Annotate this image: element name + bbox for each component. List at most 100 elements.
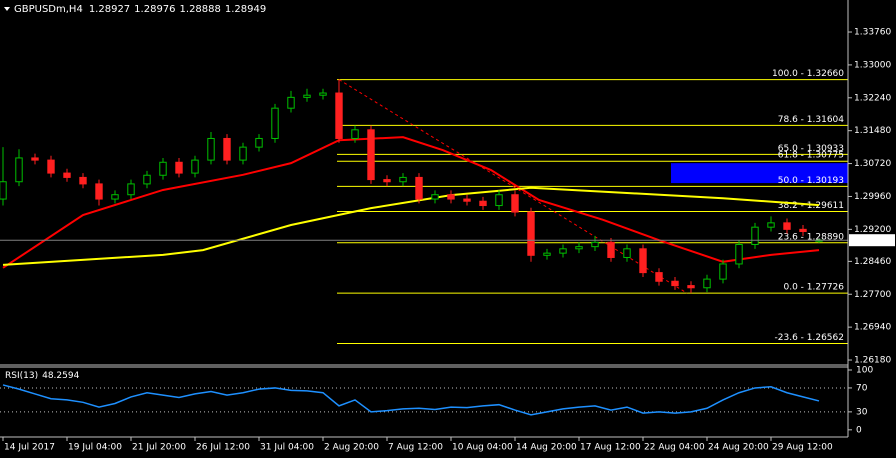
candle-body: [703, 278, 711, 289]
chart-header: GBPUSDm,H4 1.28927 1.28976 1.28888 1.28949: [14, 4, 266, 15]
close-quote: 1.28949: [225, 4, 266, 15]
y-tick-label: 1.30720: [854, 159, 891, 169]
candle-body: [207, 137, 215, 161]
x-tick-label: 26 Jul 12:00: [196, 443, 250, 453]
fib-label: 23.6 - 1.28890: [778, 232, 844, 242]
candle-body: [543, 252, 551, 256]
fib-label: 65.0 - 1.30933: [778, 144, 844, 154]
candle-body: [31, 157, 39, 161]
x-tick-label: 2 Aug 20:00: [324, 443, 379, 453]
candle-body: [223, 137, 231, 161]
rsi-y-tick-label: 30: [856, 407, 868, 417]
candle-body: [271, 107, 279, 139]
candle-body: [335, 92, 343, 139]
y-tick-label: 1.26180: [854, 356, 891, 366]
candle-body: [287, 96, 295, 109]
low-quote: 1.28888: [180, 4, 221, 15]
candle-body: [591, 241, 599, 248]
x-tick-label: 14 Jul 2017: [4, 443, 55, 453]
rsi-y-tick-label: 70: [856, 383, 868, 393]
y-tick-label: 1.31480: [854, 126, 891, 136]
candle-body: [351, 129, 359, 139]
x-tick-label: 10 Aug 04:00: [452, 443, 513, 453]
open-quote: 1.28927: [89, 4, 130, 15]
y-tick-label: 1.29960: [854, 192, 891, 202]
candle-body: [191, 159, 199, 174]
candle-body: [383, 179, 391, 183]
candle-body: [399, 176, 407, 183]
candle-body: [63, 172, 71, 178]
high-quote: 1.28976: [134, 4, 175, 15]
rsi-y-tick-label: 0: [856, 425, 862, 435]
y-tick-label: 1.32240: [854, 93, 891, 103]
x-tick-label: 31 Jul 04:00: [260, 443, 314, 453]
candle-body: [719, 263, 727, 280]
candle-body: [447, 194, 455, 200]
candle-body: [495, 194, 503, 207]
y-tick-label: 1.29200: [854, 225, 891, 235]
current-price-box: [849, 234, 895, 247]
x-tick-label: 19 Jul 04:00: [68, 443, 122, 453]
rsi-last: 48.2594: [42, 371, 79, 381]
moving-average: [2, 186, 820, 266]
y-tick-label: 1.33000: [854, 60, 891, 70]
rsi-header: RSI(13) 48.2594: [5, 371, 80, 381]
fib-label: 78.6 - 1.31604: [778, 115, 844, 125]
candle-body: [671, 280, 679, 287]
candle-body: [319, 92, 327, 96]
candle-body: [431, 194, 439, 200]
candle-body: [799, 228, 807, 233]
candle-body: [559, 248, 567, 254]
candle-body: [767, 222, 775, 228]
candle-body: [655, 272, 663, 282]
current-price-label: 1.28949: [853, 236, 890, 246]
fib-label: 100.0 - 1.32660: [772, 69, 844, 79]
candle-body: [511, 194, 519, 213]
moving-average: [2, 136, 820, 269]
candle-body: [159, 161, 167, 176]
rsi-y-tick-label: 100: [856, 365, 873, 375]
candle-body: [575, 246, 583, 250]
y-tick-label: 1.28460: [854, 257, 891, 267]
y-tick-label: 1.27700: [854, 290, 891, 300]
fib-label: 50.0 - 1.30193: [778, 176, 844, 186]
candle-body: [15, 157, 23, 183]
y-tick-label: 1.33760: [854, 28, 891, 38]
candle-body: [303, 94, 311, 98]
fib-label: 0.0 - 1.27726: [784, 283, 845, 293]
menu-triangle: [4, 7, 10, 11]
candle-body: [479, 200, 487, 207]
plot-layer: 100.0 - 1.32660 78.6 - 1.31604 65.0 - 1.30…: [0, 69, 848, 416]
candle-body: [415, 176, 423, 200]
x-tick-label: 22 Aug 04:00: [644, 443, 705, 453]
zone: [671, 163, 848, 184]
candle-body: [463, 198, 471, 202]
candle-body: [143, 174, 151, 185]
candle-body: [527, 211, 535, 256]
candle-body: [751, 226, 759, 245]
candle-body: [687, 285, 695, 289]
x-tick-label: 24 Aug 20:00: [708, 443, 769, 453]
candle-body: [0, 181, 7, 200]
candle-body: [255, 137, 263, 148]
candle-body: [47, 159, 55, 174]
trendline: [338, 79, 688, 294]
fib-label: 38.2 - 1.29611: [778, 201, 844, 211]
x-tick-label: 7 Aug 12:00: [388, 443, 443, 453]
candle-body: [175, 161, 183, 174]
fib-label: -23.6 - 1.26562: [775, 333, 844, 343]
candle-body: [79, 176, 87, 185]
x-tick-label: 14 Aug 20:00: [516, 443, 577, 453]
candle-body: [607, 241, 615, 258]
rsi-line: [2, 384, 820, 416]
candle-body: [639, 248, 647, 274]
candle-body: [111, 194, 119, 200]
x-tick-label: 29 Aug 12:00: [772, 443, 833, 453]
candle-body: [783, 222, 791, 230]
candle-body: [623, 248, 631, 258]
y-tick-label: 1.26940: [854, 323, 891, 333]
x-tick-label: 17 Aug 12:00: [580, 443, 641, 453]
